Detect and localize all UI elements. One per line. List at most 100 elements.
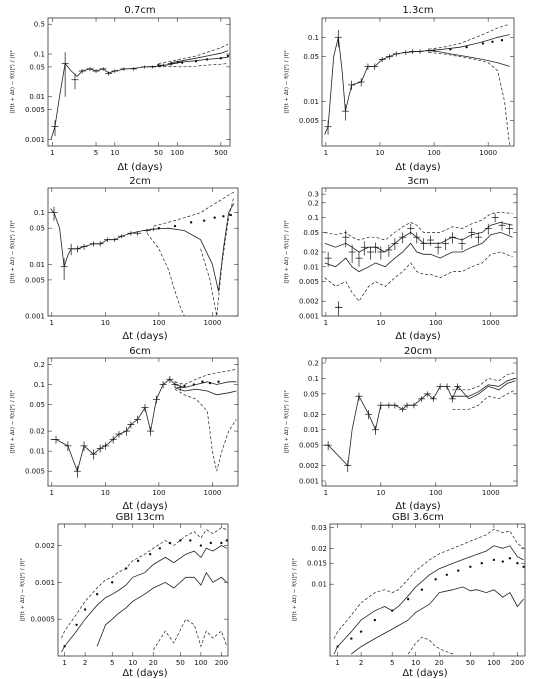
data-layer [50, 43, 230, 140]
x-axis-label: Δt (days) [122, 331, 167, 342]
mean-marker [183, 384, 186, 388]
y-tick-label: 0.0005 [31, 616, 56, 624]
plot-frame [321, 357, 518, 487]
x-tick-label: 5 [94, 149, 98, 157]
mean-marker [491, 40, 494, 43]
x-tick-label: 20 [149, 659, 158, 667]
x-tick-label: 1 [62, 659, 66, 667]
x-tick-label: 50 [176, 659, 185, 667]
y-axis-label: ⟨[f(t + Δt) − f(t)]²⟩ / ⟨f⟩² [9, 50, 16, 113]
confidence-curve [158, 63, 229, 68]
structure-function-curve [324, 231, 513, 273]
mean-marker [189, 539, 192, 542]
x-tick-label: 2 [359, 659, 363, 667]
panel-6: 20cm Δt (days) ⟨[f(t + Δt) − f(t)]²⟩ / ⟨f⟩… [283, 346, 518, 512]
x-tick-label: 1000 [482, 489, 500, 497]
mean-marker [492, 558, 496, 562]
x-tick-label: 5 [390, 659, 394, 667]
confidence-curve [324, 251, 513, 302]
panel-2: 1.3cm Δt (days) ⟨[f(t + Δt) − f(t)]²⟩ / ⟨f… [283, 5, 515, 173]
y-tick-label: 0.001 [25, 313, 45, 321]
x-tick-label: 100 [429, 489, 442, 497]
mean-marker [136, 559, 140, 563]
mean-marker [148, 552, 152, 556]
structure-function-curve [174, 387, 237, 396]
y-tick-label: 0.01 [29, 93, 45, 101]
mean-marker [480, 562, 483, 565]
y-tick-label: 0.01 [303, 98, 319, 106]
mean-marker [465, 45, 468, 49]
x-tick-label: 1 [50, 319, 54, 327]
mean-marker [213, 216, 216, 219]
data-layer [324, 23, 511, 146]
mean-marker [199, 544, 203, 547]
x-axis-label: Δt (days) [122, 501, 167, 512]
y-tick-label: 0.005 [25, 276, 45, 284]
mean-marker [209, 541, 213, 545]
data-layer [50, 368, 237, 478]
y-axis-label: ⟨[f(t + Δt) − f(t)]²⟩ / ⟨f⟩² [9, 390, 16, 453]
plot-frame [47, 357, 239, 487]
y-tick-label: 0.005 [299, 278, 319, 286]
structure-function-curve [324, 221, 513, 253]
x-axis-label: Δt (days) [395, 501, 440, 512]
plot-frame [321, 17, 515, 147]
panel-title: 6cm [129, 346, 151, 357]
confidence-curve [174, 368, 237, 385]
data-layer [324, 211, 514, 316]
structure-function-curve [324, 37, 510, 135]
mean-marker [63, 645, 66, 648]
mean-marker [157, 63, 160, 67]
mean-marker [219, 56, 223, 60]
mean-marker [208, 381, 212, 385]
structure-function-curve [333, 545, 524, 655]
x-tick-label: 10 [376, 319, 385, 327]
y-tick-label: 0.001 [299, 478, 319, 486]
panel-title: GBI 3.6cm [392, 512, 444, 523]
y-tick-label: 0.05 [29, 401, 45, 409]
y-tick-label: 0.2 [308, 199, 319, 207]
y-tick-label: 0.001 [25, 136, 45, 144]
x-axis-label: Δt (days) [402, 668, 447, 679]
confidence-curve [153, 618, 228, 651]
mean-marker [173, 224, 177, 228]
panel-title: 0.7cm [124, 5, 155, 16]
mean-marker [205, 58, 209, 61]
y-tick-label: 0.05 [303, 390, 319, 398]
plot-frame [47, 17, 231, 147]
data-layer [324, 372, 516, 472]
x-axis-label: Δt (days) [117, 162, 162, 173]
y-tick-label: 0.1 [308, 34, 319, 42]
y-tick-label: 0.005 [25, 106, 45, 114]
panel-title: GBI 13cm [116, 512, 165, 523]
confidence-curve [452, 389, 516, 410]
y-tick-label: 0.005 [299, 117, 319, 125]
y-tick-label: 0.01 [303, 263, 319, 271]
mean-marker [202, 219, 206, 222]
mean-marker [359, 630, 363, 633]
y-tick-label: 0.002 [299, 298, 319, 306]
mean-marker [420, 588, 424, 591]
mean-marker [201, 380, 204, 383]
confidence-curve [153, 191, 234, 227]
y-tick-label: 0.2 [308, 359, 319, 367]
y-tick-label: 0.01 [303, 426, 319, 434]
structure-function-curve [428, 34, 510, 51]
x-tick-label: 10 [411, 659, 420, 667]
panel-1: 0.7cm Δt (days) ⟨[f(t + Δt) − f(t)]²⟩ / ⟨f… [9, 5, 231, 173]
panel-4: 3cm Δt (days) ⟨[f(t + Δt) − f(t)]²⟩ / ⟨f⟩²… [283, 176, 518, 342]
x-tick-label: 100 [427, 149, 440, 157]
x-tick-label: 10 [110, 149, 119, 157]
mean-marker [222, 215, 225, 218]
y-tick-label: 0.01 [29, 261, 45, 269]
x-tick-label: 200 [215, 659, 228, 667]
plot-frame [57, 523, 229, 657]
y-tick-label: 0.002 [299, 462, 319, 470]
panel-7: GBI 13cm Δt (days) ⟨[f(t + Δt) − f(t)]²⟩ /… [19, 512, 229, 679]
panel-3: 2cm Δt (days) ⟨[f(t + Δt) − f(t)]²⟩ / ⟨f⟩²… [9, 176, 239, 342]
x-tick-label: 1000 [482, 319, 500, 327]
x-tick-label: 200 [511, 659, 524, 667]
y-tick-label: 0.02 [29, 428, 45, 436]
confidence-curve [146, 232, 185, 316]
